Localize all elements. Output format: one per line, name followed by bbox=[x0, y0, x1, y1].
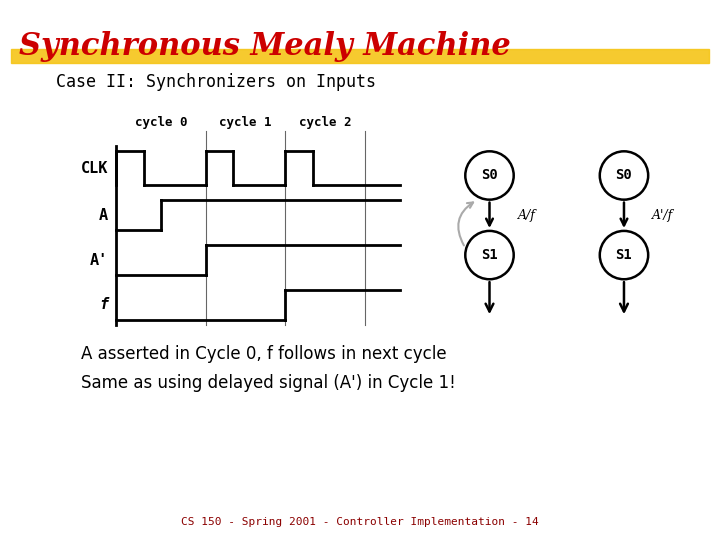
Text: A': A' bbox=[90, 253, 108, 267]
Text: CLK: CLK bbox=[81, 161, 108, 176]
Bar bbox=[12, 49, 708, 63]
Text: cycle 2: cycle 2 bbox=[299, 116, 351, 129]
Text: A: A bbox=[99, 208, 108, 223]
FancyArrowPatch shape bbox=[458, 202, 473, 245]
Text: S0: S0 bbox=[481, 168, 498, 183]
Text: f: f bbox=[99, 298, 108, 312]
Text: A asserted in Cycle 0, f follows in next cycle: A asserted in Cycle 0, f follows in next… bbox=[81, 345, 446, 363]
Text: Synchronous Mealy Machine: Synchronous Mealy Machine bbox=[19, 31, 511, 62]
Text: A'/f: A'/f bbox=[652, 209, 673, 222]
Text: cycle 1: cycle 1 bbox=[219, 116, 271, 129]
Text: Case II: Synchronizers on Inputs: Case II: Synchronizers on Inputs bbox=[56, 73, 376, 91]
Text: A/f: A/f bbox=[518, 209, 536, 222]
Text: Same as using delayed signal (A') in Cycle 1!: Same as using delayed signal (A') in Cyc… bbox=[81, 374, 456, 393]
Text: CS 150 - Spring 2001 - Controller Implementation - 14: CS 150 - Spring 2001 - Controller Implem… bbox=[181, 517, 539, 526]
Text: S0: S0 bbox=[616, 168, 632, 183]
Text: S1: S1 bbox=[481, 248, 498, 262]
Text: S1: S1 bbox=[616, 248, 632, 262]
Text: cycle 0: cycle 0 bbox=[135, 116, 187, 129]
